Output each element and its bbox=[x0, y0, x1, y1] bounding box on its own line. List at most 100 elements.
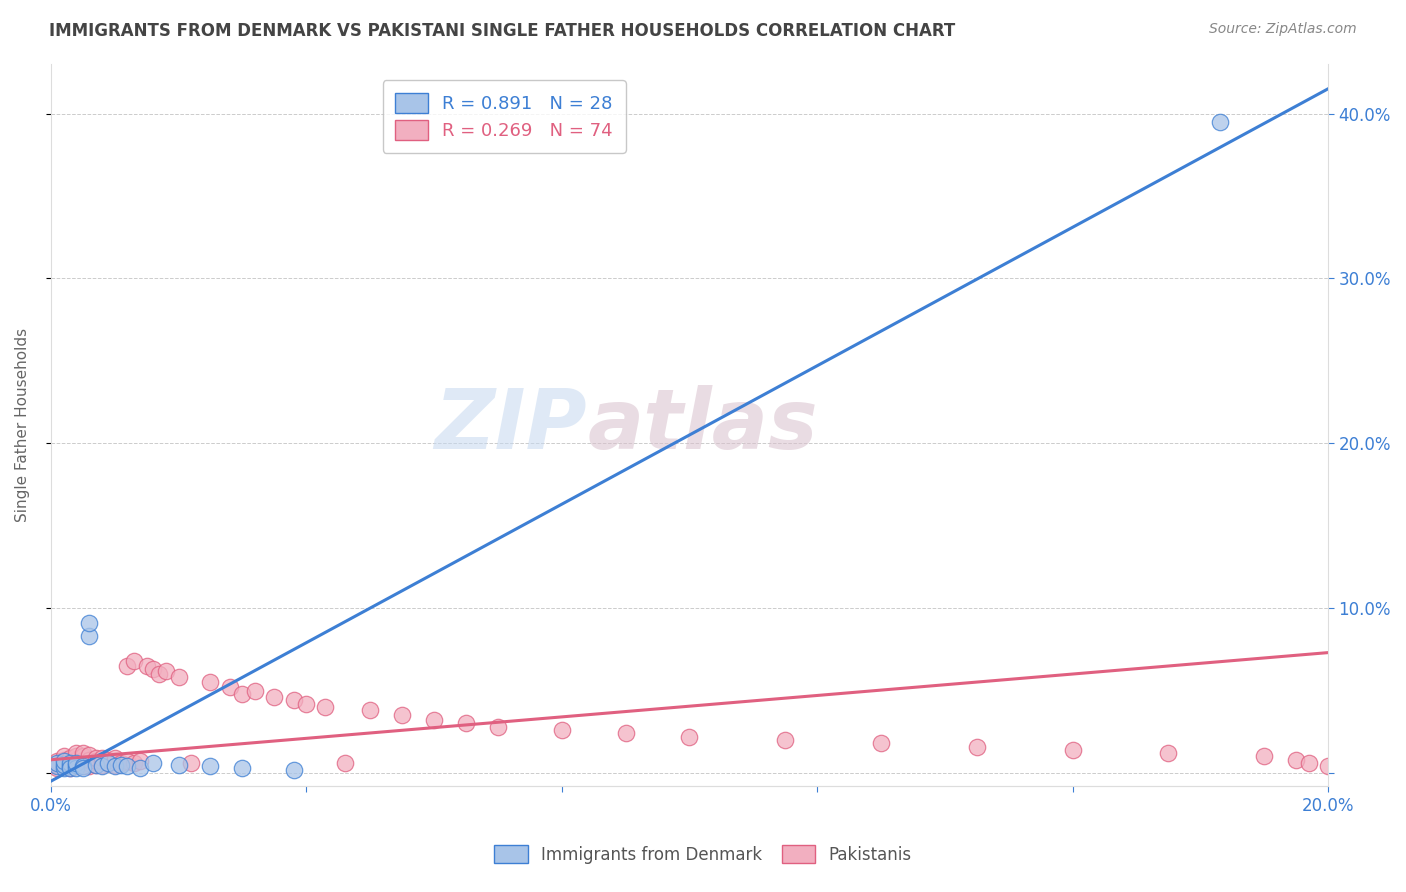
Point bbox=[52, 761, 75, 775]
Point bbox=[72, 756, 94, 770]
Point bbox=[200, 759, 222, 773]
Point bbox=[59, 756, 82, 770]
Point bbox=[72, 746, 94, 760]
Point bbox=[1208, 115, 1230, 129]
Point bbox=[84, 755, 107, 769]
Point bbox=[314, 700, 336, 714]
Point bbox=[65, 756, 87, 770]
Point bbox=[65, 753, 87, 767]
Point bbox=[333, 756, 356, 770]
Point bbox=[104, 759, 127, 773]
Point bbox=[117, 755, 139, 769]
Point bbox=[423, 713, 446, 727]
Point bbox=[65, 759, 87, 773]
Point bbox=[77, 753, 100, 767]
Point bbox=[1062, 743, 1084, 757]
Point bbox=[104, 751, 127, 765]
Point bbox=[218, 680, 240, 694]
Point bbox=[148, 667, 170, 681]
Point bbox=[97, 756, 120, 770]
Point bbox=[72, 759, 94, 773]
Text: ZIP: ZIP bbox=[434, 384, 588, 466]
Point bbox=[59, 759, 82, 773]
Point bbox=[72, 753, 94, 767]
Point bbox=[84, 751, 107, 765]
Point bbox=[231, 761, 253, 775]
Point bbox=[84, 757, 107, 772]
Point bbox=[966, 739, 988, 754]
Point bbox=[52, 755, 75, 769]
Point bbox=[90, 759, 112, 773]
Point bbox=[1298, 756, 1320, 770]
Point bbox=[678, 730, 700, 744]
Point bbox=[77, 759, 100, 773]
Point bbox=[65, 756, 87, 770]
Point bbox=[454, 716, 477, 731]
Point bbox=[52, 756, 75, 770]
Point bbox=[90, 755, 112, 769]
Point bbox=[46, 757, 69, 772]
Point bbox=[65, 761, 87, 775]
Point bbox=[59, 761, 82, 775]
Point bbox=[46, 759, 69, 773]
Point bbox=[52, 759, 75, 773]
Point bbox=[59, 751, 82, 765]
Point bbox=[46, 756, 69, 770]
Legend: R = 0.891   N = 28, R = 0.269   N = 74: R = 0.891 N = 28, R = 0.269 N = 74 bbox=[382, 80, 626, 153]
Point bbox=[52, 757, 75, 772]
Point bbox=[97, 753, 120, 767]
Point bbox=[359, 703, 381, 717]
Point bbox=[46, 761, 69, 775]
Point bbox=[77, 756, 100, 770]
Point bbox=[72, 749, 94, 764]
Point bbox=[117, 759, 139, 773]
Point bbox=[84, 757, 107, 772]
Point bbox=[551, 723, 574, 737]
Point bbox=[1317, 759, 1340, 773]
Point bbox=[104, 755, 127, 769]
Point bbox=[77, 615, 100, 630]
Point bbox=[59, 755, 82, 769]
Point bbox=[245, 683, 267, 698]
Point bbox=[200, 675, 222, 690]
Point bbox=[180, 756, 202, 770]
Point bbox=[231, 687, 253, 701]
Point bbox=[614, 726, 637, 740]
Point bbox=[52, 749, 75, 764]
Point bbox=[72, 761, 94, 775]
Point bbox=[1253, 749, 1275, 764]
Point bbox=[65, 749, 87, 764]
Point bbox=[90, 757, 112, 772]
Point bbox=[283, 693, 305, 707]
Point bbox=[486, 720, 509, 734]
Text: IMMIGRANTS FROM DENMARK VS PAKISTANI SINGLE FATHER HOUSEHOLDS CORRELATION CHART: IMMIGRANTS FROM DENMARK VS PAKISTANI SIN… bbox=[49, 22, 956, 40]
Point bbox=[122, 654, 145, 668]
Point bbox=[1285, 753, 1308, 767]
Text: atlas: atlas bbox=[588, 384, 818, 466]
Point bbox=[65, 746, 87, 760]
Point bbox=[155, 664, 177, 678]
Point bbox=[52, 753, 75, 767]
Y-axis label: Single Father Households: Single Father Households bbox=[15, 328, 30, 522]
Point bbox=[110, 756, 132, 770]
Point bbox=[122, 756, 145, 770]
Point bbox=[142, 662, 165, 676]
Point bbox=[135, 658, 157, 673]
Point bbox=[775, 733, 797, 747]
Text: Source: ZipAtlas.com: Source: ZipAtlas.com bbox=[1209, 22, 1357, 37]
Point bbox=[46, 755, 69, 769]
Point bbox=[129, 761, 152, 775]
Point bbox=[59, 757, 82, 772]
Legend: Immigrants from Denmark, Pakistanis: Immigrants from Denmark, Pakistanis bbox=[488, 838, 918, 871]
Point bbox=[77, 747, 100, 762]
Point bbox=[65, 757, 87, 772]
Point bbox=[104, 757, 127, 772]
Point bbox=[167, 757, 190, 772]
Point bbox=[59, 761, 82, 775]
Point bbox=[110, 757, 132, 772]
Point bbox=[870, 736, 893, 750]
Point bbox=[77, 629, 100, 643]
Point bbox=[283, 763, 305, 777]
Point bbox=[295, 697, 318, 711]
Point bbox=[167, 670, 190, 684]
